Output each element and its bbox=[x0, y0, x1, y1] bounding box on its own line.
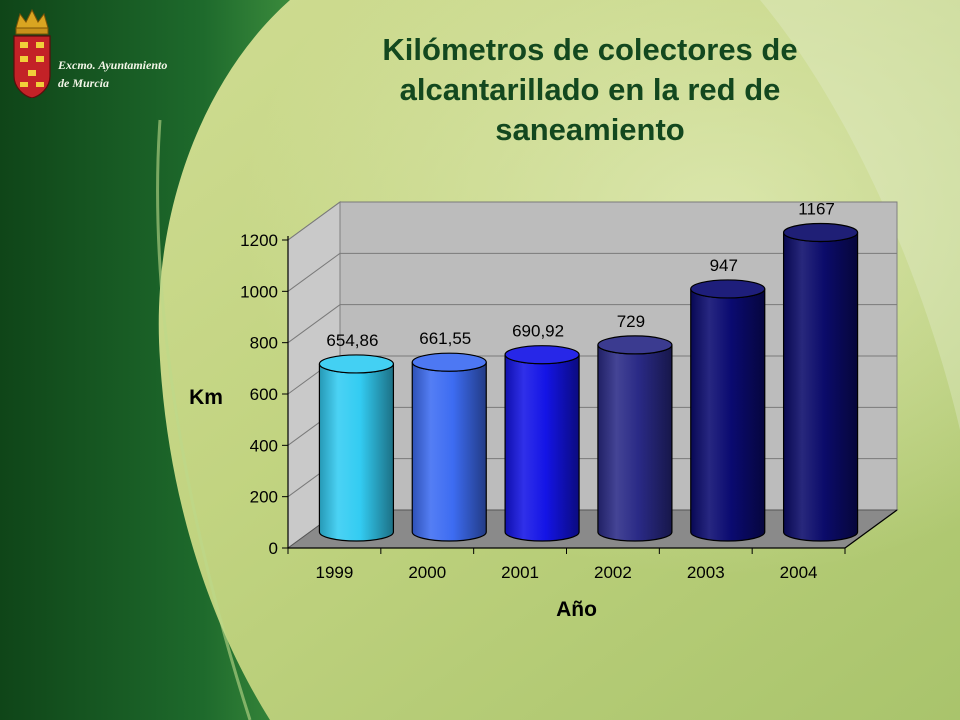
bar-top-1999 bbox=[318, 354, 395, 374]
x-axis-depth-line bbox=[844, 509, 898, 549]
bar-top-2000 bbox=[411, 352, 487, 372]
gridline-side bbox=[287, 201, 341, 241]
x-tick-label: 2002 bbox=[594, 563, 632, 582]
bar-2002 bbox=[597, 344, 673, 542]
data-label-2000: 661,55 bbox=[419, 329, 471, 348]
data-label-2004: 1167 bbox=[798, 199, 835, 218]
bar-1999 bbox=[318, 363, 395, 542]
bar-2004 bbox=[782, 232, 859, 542]
x-tick-label: 2003 bbox=[687, 563, 725, 582]
x-axis-title: Año bbox=[556, 598, 597, 621]
coat-of-arms-icon bbox=[13, 8, 51, 98]
gridline-side bbox=[287, 252, 341, 292]
organization-line-2: de Murcia bbox=[58, 76, 109, 90]
data-label-1999: 654,86 bbox=[326, 331, 378, 350]
y-tick-label: 0 bbox=[269, 539, 278, 558]
x-tick-label: 2001 bbox=[501, 563, 539, 582]
title-line-3: saneamiento bbox=[495, 112, 685, 147]
title-line-2: alcantarillado en la red de bbox=[399, 72, 781, 107]
organization-name: Excmo. Ayuntamiento de Murcia bbox=[58, 56, 228, 92]
y-tick-label: 600 bbox=[250, 385, 278, 404]
y-axis-title: Km bbox=[189, 386, 223, 409]
y-tick-label: 200 bbox=[250, 488, 278, 507]
x-tick-label: 2000 bbox=[408, 563, 446, 582]
y-tick-label: 1000 bbox=[240, 282, 278, 301]
bar-2001 bbox=[504, 354, 580, 542]
bar-2000 bbox=[411, 362, 487, 542]
x-tick-label: 2004 bbox=[780, 563, 818, 582]
x-tick-label: 1999 bbox=[316, 563, 354, 582]
organization-line-1: Excmo. Ayuntamiento bbox=[58, 58, 168, 72]
y-tick-label: 800 bbox=[250, 334, 278, 353]
organization-header bbox=[8, 6, 238, 106]
bar-2003 bbox=[690, 288, 766, 542]
title-line-1: Kilómetros de colectores de bbox=[382, 32, 798, 67]
data-label-2002: 729 bbox=[617, 312, 645, 331]
y-tick-label: 1200 bbox=[240, 231, 278, 250]
bar-top-2002 bbox=[597, 335, 673, 355]
bar-top-2001 bbox=[504, 345, 580, 365]
bar-top-2004 bbox=[782, 222, 859, 243]
bar-top-2003 bbox=[690, 279, 766, 299]
page-title: Kilómetros de colectores de alcantarilla… bbox=[320, 30, 860, 150]
gridline-side bbox=[287, 304, 341, 344]
data-label-2001: 690,92 bbox=[512, 322, 564, 341]
data-label-2003: 947 bbox=[710, 256, 738, 275]
y-tick-label: 400 bbox=[250, 436, 278, 455]
